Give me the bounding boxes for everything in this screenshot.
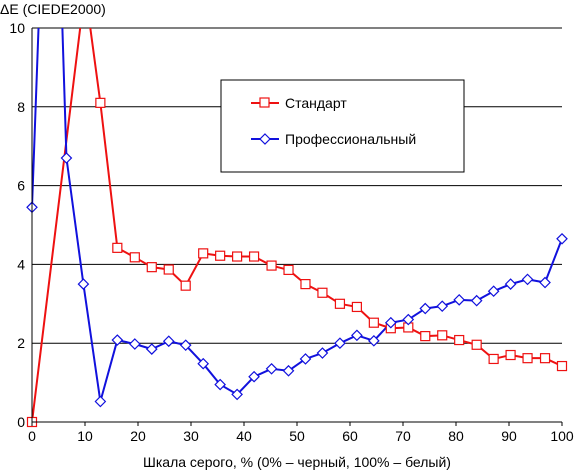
- x-tick-label: 40: [236, 428, 252, 444]
- data-point-professional: [368, 334, 380, 347]
- data-point-professional: [282, 364, 295, 377]
- data-point-professional: [470, 294, 483, 307]
- y-axis-title: ΔE (CIEDE2000): [0, 1, 106, 17]
- data-point-standard: [471, 339, 482, 350]
- data-point-standard: [539, 353, 551, 364]
- data-point-standard: [334, 298, 346, 309]
- x-tick-label: 0: [28, 428, 36, 444]
- data-point-professional: [351, 329, 363, 342]
- data-point-professional: [539, 276, 551, 289]
- data-point-professional: [145, 343, 158, 355]
- data-point-standard: [266, 260, 277, 271]
- marker-layer: [26, 97, 568, 428]
- legend-marker-professional: [259, 133, 271, 145]
- x-tick-label: 20: [130, 428, 146, 444]
- x-axis-title: Шкала серого, % (0% – черный, 100% – бел…: [143, 454, 451, 470]
- x-tick-label: 90: [501, 428, 517, 444]
- legend-label-professional: Профессиональный: [285, 131, 416, 147]
- y-tick-label: 8: [17, 99, 25, 115]
- x-tick-label: 50: [289, 428, 305, 444]
- data-point-standard: [146, 262, 157, 273]
- data-point-standard: [300, 279, 311, 290]
- data-point-professional: [504, 278, 517, 290]
- data-point-standard: [505, 349, 516, 361]
- data-point-professional: [128, 338, 141, 350]
- data-point-standard: [112, 242, 123, 253]
- data-point-professional: [162, 335, 175, 348]
- data-point-standard: [95, 97, 106, 108]
- data-point-professional: [60, 152, 73, 164]
- data-point-professional: [316, 347, 329, 359]
- x-tick-label: 70: [395, 428, 411, 444]
- data-point-standard: [420, 331, 431, 342]
- y-tick-label: 2: [17, 335, 25, 351]
- data-point-professional: [197, 357, 210, 370]
- data-point-standard: [198, 248, 209, 259]
- data-point-standard: [232, 251, 243, 262]
- data-point-professional: [453, 294, 466, 306]
- legend-marker-standard: [259, 97, 270, 108]
- data-point-standard: [129, 252, 140, 263]
- data-point-standard: [283, 264, 294, 276]
- legend-label-standard: Стандарт: [285, 95, 347, 111]
- data-point-professional: [436, 300, 449, 313]
- data-point-standard: [317, 287, 328, 298]
- legend-box: [220, 79, 465, 173]
- series-layer: [32, 28, 562, 422]
- data-point-standard: [368, 317, 379, 328]
- data-point-professional: [556, 232, 568, 245]
- data-point-professional: [248, 370, 260, 383]
- data-point-professional: [111, 334, 124, 346]
- y-tick-label: 4: [17, 256, 25, 272]
- data-point-standard: [248, 251, 260, 262]
- data-point-professional: [231, 388, 243, 401]
- x-tick-label: 30: [183, 428, 199, 444]
- x-tick-label: 80: [448, 428, 464, 444]
- y-tick-label: 0: [17, 414, 25, 430]
- data-point-professional: [179, 339, 192, 352]
- y-tick-label: 6: [17, 178, 25, 194]
- data-point-professional: [384, 316, 397, 329]
- data-point-professional: [402, 313, 415, 326]
- x-tick-label: 60: [342, 428, 358, 444]
- data-point-standard: [454, 334, 465, 346]
- x-tick-label: 10: [77, 428, 93, 444]
- data-point-standard: [556, 360, 568, 372]
- data-point-professional: [521, 273, 534, 286]
- y-tick-label: 10: [9, 20, 25, 36]
- data-point-standard: [437, 330, 448, 341]
- data-point-professional: [487, 285, 500, 298]
- data-point-professional: [265, 362, 278, 375]
- data-point-standard: [163, 264, 174, 275]
- data-point-professional: [94, 395, 107, 408]
- x-tick-label: 100: [550, 428, 574, 444]
- data-point-standard: [180, 280, 191, 291]
- data-point-professional: [334, 337, 346, 350]
- data-point-standard: [351, 301, 362, 313]
- data-point-professional: [419, 302, 432, 315]
- data-point-standard: [488, 353, 499, 365]
- data-point-professional: [214, 378, 226, 391]
- legend: Стандарт Профессиональный: [220, 79, 465, 173]
- grid-lines: [32, 27, 562, 344]
- data-point-standard: [215, 250, 226, 261]
- data-point-professional: [299, 353, 312, 365]
- data-point-professional: [77, 278, 90, 290]
- data-point-standard: [522, 353, 533, 364]
